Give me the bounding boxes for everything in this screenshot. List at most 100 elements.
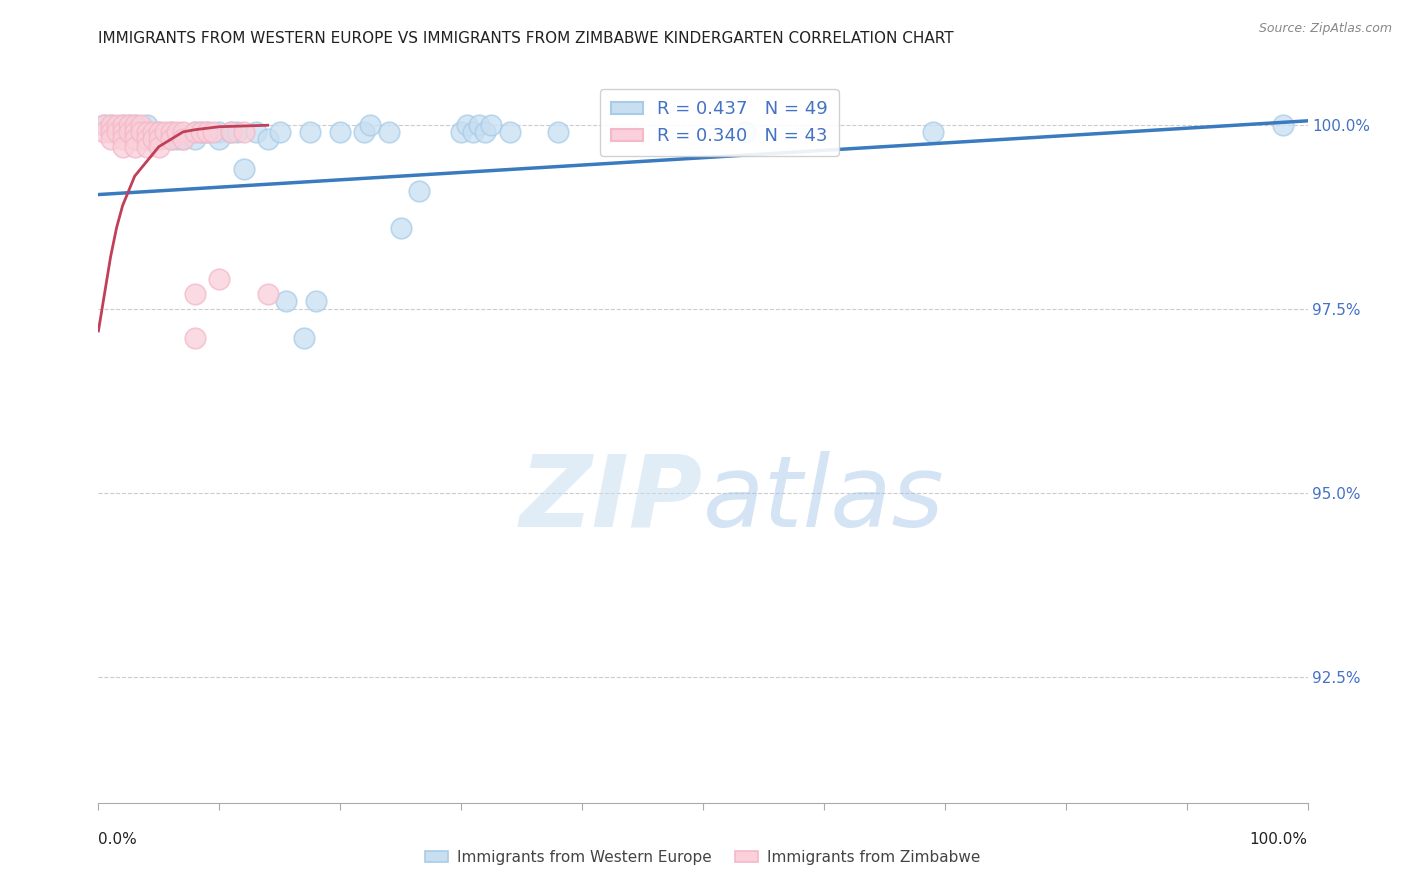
- Point: [100, 132, 122, 146]
- Point: [292, 331, 315, 345]
- Point: [232, 161, 254, 176]
- Point: [269, 125, 291, 139]
- Point: [111, 125, 134, 139]
- Point: [135, 132, 157, 146]
- Point: [734, 125, 756, 139]
- Point: [111, 118, 134, 132]
- Point: [135, 125, 157, 139]
- Point: [166, 125, 188, 139]
- Point: [111, 139, 134, 153]
- Point: [463, 125, 485, 139]
- Point: [124, 125, 146, 139]
- Point: [256, 132, 278, 146]
- Point: [232, 125, 254, 139]
- Point: [93, 125, 115, 139]
- Text: atlas: atlas: [703, 450, 945, 548]
- Point: [105, 118, 128, 132]
- Point: [353, 125, 375, 139]
- Point: [148, 132, 170, 146]
- Point: [208, 132, 231, 146]
- Point: [142, 132, 165, 146]
- Point: [105, 125, 128, 139]
- Point: [100, 118, 122, 132]
- Point: [111, 132, 134, 146]
- Text: 100.0%: 100.0%: [1250, 832, 1308, 847]
- Point: [124, 118, 146, 132]
- Point: [118, 118, 141, 132]
- Point: [148, 139, 170, 153]
- Point: [172, 125, 194, 139]
- Point: [474, 125, 496, 139]
- Point: [360, 118, 382, 132]
- Point: [202, 125, 225, 139]
- Point: [105, 125, 128, 139]
- Point: [124, 132, 146, 146]
- Point: [245, 125, 267, 139]
- Point: [148, 132, 170, 146]
- Point: [148, 125, 170, 139]
- Text: IMMIGRANTS FROM WESTERN EUROPE VS IMMIGRANTS FROM ZIMBABWE KINDERGARTEN CORRELAT: IMMIGRANTS FROM WESTERN EUROPE VS IMMIGR…: [98, 31, 955, 46]
- Point: [190, 125, 212, 139]
- Point: [1272, 118, 1295, 132]
- Point: [195, 125, 218, 139]
- Point: [468, 118, 491, 132]
- Point: [172, 132, 194, 146]
- Point: [208, 125, 231, 139]
- Point: [498, 125, 520, 139]
- Point: [450, 125, 472, 139]
- Point: [208, 272, 231, 286]
- Point: [135, 132, 157, 146]
- Legend: R = 0.437   N = 49, R = 0.340   N = 43: R = 0.437 N = 49, R = 0.340 N = 43: [600, 89, 839, 156]
- Point: [118, 125, 141, 139]
- Point: [93, 118, 115, 132]
- Point: [166, 132, 188, 146]
- Point: [111, 125, 134, 139]
- Point: [160, 125, 183, 139]
- Point: [124, 118, 146, 132]
- Point: [195, 125, 218, 139]
- Point: [184, 125, 207, 139]
- Point: [124, 125, 146, 139]
- Text: 0.0%: 0.0%: [98, 832, 138, 847]
- Point: [921, 125, 943, 139]
- Point: [221, 125, 243, 139]
- Point: [135, 125, 157, 139]
- Point: [160, 125, 183, 139]
- Point: [274, 294, 297, 309]
- Text: ZIP: ZIP: [520, 450, 703, 548]
- Point: [93, 118, 115, 132]
- Point: [124, 139, 146, 153]
- Point: [153, 125, 176, 139]
- Point: [184, 331, 207, 345]
- Point: [305, 294, 328, 309]
- Point: [389, 220, 412, 235]
- Point: [124, 132, 146, 146]
- Point: [172, 132, 194, 146]
- Legend: Immigrants from Western Europe, Immigrants from Zimbabwe: Immigrants from Western Europe, Immigran…: [419, 844, 987, 871]
- Point: [547, 125, 569, 139]
- Point: [256, 287, 278, 301]
- Point: [190, 125, 212, 139]
- Point: [129, 118, 152, 132]
- Point: [118, 118, 141, 132]
- Point: [408, 184, 430, 198]
- Point: [456, 118, 478, 132]
- Point: [111, 118, 134, 132]
- Point: [329, 125, 352, 139]
- Text: Source: ZipAtlas.com: Source: ZipAtlas.com: [1258, 22, 1392, 36]
- Point: [481, 118, 503, 132]
- Point: [160, 132, 183, 146]
- Point: [129, 125, 152, 139]
- Point: [160, 132, 183, 146]
- Point: [100, 118, 122, 132]
- Point: [184, 125, 207, 139]
- Point: [221, 125, 243, 139]
- Point: [299, 125, 322, 139]
- Point: [148, 125, 170, 139]
- Point: [142, 125, 165, 139]
- Point: [226, 125, 249, 139]
- Point: [135, 139, 157, 153]
- Point: [377, 125, 399, 139]
- Point: [135, 118, 157, 132]
- Point: [184, 132, 207, 146]
